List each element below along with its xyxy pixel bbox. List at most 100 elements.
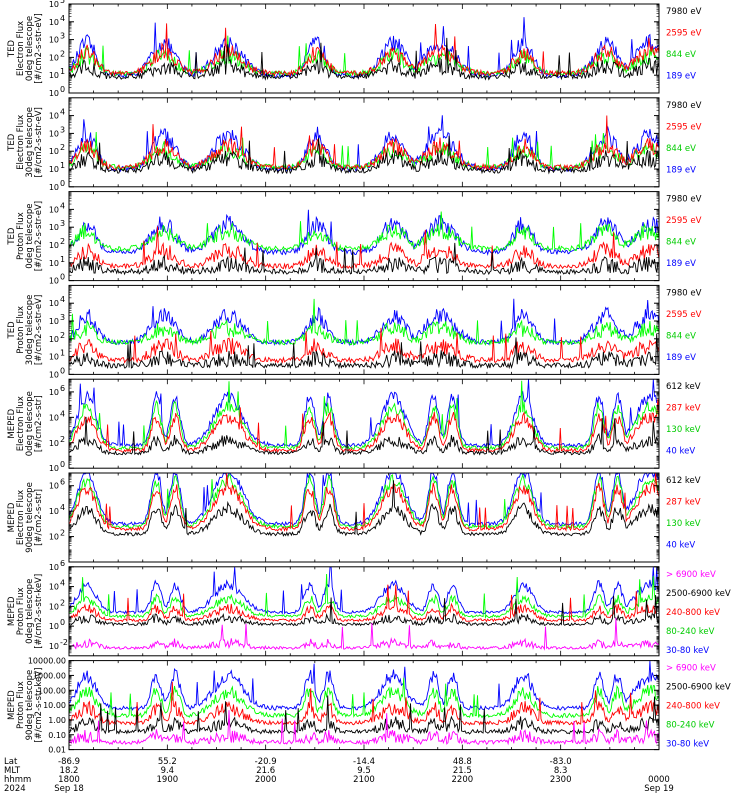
ytick-label: 10: [49, 71, 59, 80]
ytick-label: 10: [49, 563, 59, 572]
legend-entry: 130 keV: [666, 425, 701, 435]
trace-4-1: [68, 398, 660, 454]
ytick-exp: 2: [60, 529, 65, 538]
panel-frame: [68, 3, 660, 94]
legend-entry: 612 keV: [666, 382, 701, 392]
trace-7-3: [68, 677, 660, 719]
ytick-label: 10: [49, 464, 59, 473]
xaxis-tick-label: -86.9: [58, 757, 80, 767]
trace-2-1: [68, 226, 660, 270]
ytick-label: 10: [49, 335, 59, 344]
legend-entry: 844 eV: [666, 331, 696, 341]
trace-4-0: [68, 416, 660, 456]
legend-entry: 2500-6900 keV: [666, 589, 731, 599]
ytick-exp: 3: [60, 125, 65, 134]
xaxis-row-label: hhmm: [4, 775, 31, 785]
ytick-label: 10: [49, 370, 59, 379]
trace-7-0: [68, 710, 660, 746]
trace-2-0: [68, 242, 660, 276]
legend-entry: 30-80 keV: [666, 740, 709, 750]
ylabel-line: TED: [7, 133, 17, 152]
ylabel-line: 0deg telescope: [25, 579, 35, 644]
ytick-label: 10: [49, 482, 59, 491]
ylabel-line: [#/cm2-s-str]: [34, 395, 44, 452]
xaxis-tick-label: 1800: [58, 775, 80, 785]
ytick-label: 10: [49, 622, 59, 631]
legend-entry: 189 eV: [666, 72, 696, 82]
trace-3-2: [68, 298, 660, 347]
ytick-exp: 0: [60, 618, 65, 627]
xaxis-tick-label: 48.8: [453, 757, 472, 767]
ytick-exp: 0: [60, 85, 65, 94]
xaxis-tick-label: 21.5: [453, 766, 472, 776]
ytick-exp: 1: [60, 349, 65, 358]
legend-entry: 2595 eV: [666, 310, 702, 320]
xaxis-tick-label: 2200: [452, 775, 474, 785]
ylabel-line: Proton Flux: [16, 306, 26, 354]
trace-6-4: [68, 566, 660, 615]
trace-6-2: [68, 584, 660, 623]
ytick-label: 10: [49, 129, 59, 138]
ytick-exp: 2: [60, 237, 65, 246]
ylabel-line: Proton Flux: [16, 212, 26, 260]
xaxis-tick-label: 1900: [157, 775, 179, 785]
ylabel-line: 30deg telescope: [25, 107, 35, 178]
legend-entry: 40 keV: [666, 447, 695, 457]
ytick-exp: 6: [60, 384, 65, 393]
xaxis-row-label: Lat: [4, 757, 18, 767]
ylabel-line: Proton Flux: [16, 587, 26, 635]
trace-5-1: [68, 473, 660, 532]
legend-entry: > 6900 keV: [666, 570, 716, 580]
xaxis-row-label: 2024: [4, 784, 26, 794]
trace-1-0: [68, 135, 660, 175]
ytick-label: 10: [49, 89, 59, 98]
xaxis-tick-label: -14.4: [353, 757, 375, 767]
ytick-exp: 3: [60, 219, 65, 228]
ytick-exp: 2: [60, 435, 65, 444]
ylabel-line: 30deg telescope: [25, 295, 35, 366]
ytick-exp: 0: [60, 179, 65, 188]
panel-frame: [68, 472, 660, 563]
ytick-exp: 0: [60, 273, 65, 282]
ylabel-line: [#/cm2-s-str]: [34, 489, 44, 546]
xaxis-tick-label: 8.3: [554, 766, 568, 776]
legend-entry: 240-800 keV: [666, 608, 720, 618]
legend-entry: 2595 eV: [666, 122, 702, 132]
xaxis-tick-label: 21.6: [256, 766, 275, 776]
legend-entry: 80-240 keV: [666, 721, 715, 731]
ytick-label: 10: [49, 18, 59, 27]
ytick-label: 10: [49, 413, 59, 422]
ylabel-line: 0deg telescope: [25, 391, 35, 456]
ytick-label: 10: [49, 583, 59, 592]
trace-2-3: [68, 209, 660, 257]
xaxis-tick-label: 9.4: [161, 766, 175, 776]
ytick-label: 10: [49, 299, 59, 308]
legend-entry: 612 keV: [666, 476, 701, 486]
ytick-exp: 0: [60, 460, 65, 469]
trace-5-0: [68, 480, 660, 537]
ylabel-line: MEPED: [7, 690, 17, 720]
ylabel-line: 0deg telescope: [25, 16, 35, 81]
ylabel-line: [#/cm2-s-str-eV]: [34, 13, 44, 83]
xaxis-row-label: MLT: [4, 766, 21, 776]
xaxis-tick-label: 55.2: [158, 757, 177, 767]
ylabel-line: TED: [7, 39, 17, 58]
ytick-label: 10: [49, 642, 59, 651]
ylabel-line: [#/cm2-s-str-eV]: [34, 295, 44, 365]
trace-3-3: [68, 298, 660, 347]
ytick-label: 10: [49, 112, 59, 121]
ytick-label: 10: [49, 165, 59, 174]
legend-entry: 40 keV: [666, 541, 695, 551]
legend-entry: 30-80 keV: [666, 646, 709, 656]
ytick-exp: 6: [60, 559, 65, 568]
legend-entry: 189 eV: [666, 165, 696, 175]
legend-entry: 189 eV: [666, 353, 696, 363]
ytick-label: 10: [49, 223, 59, 232]
